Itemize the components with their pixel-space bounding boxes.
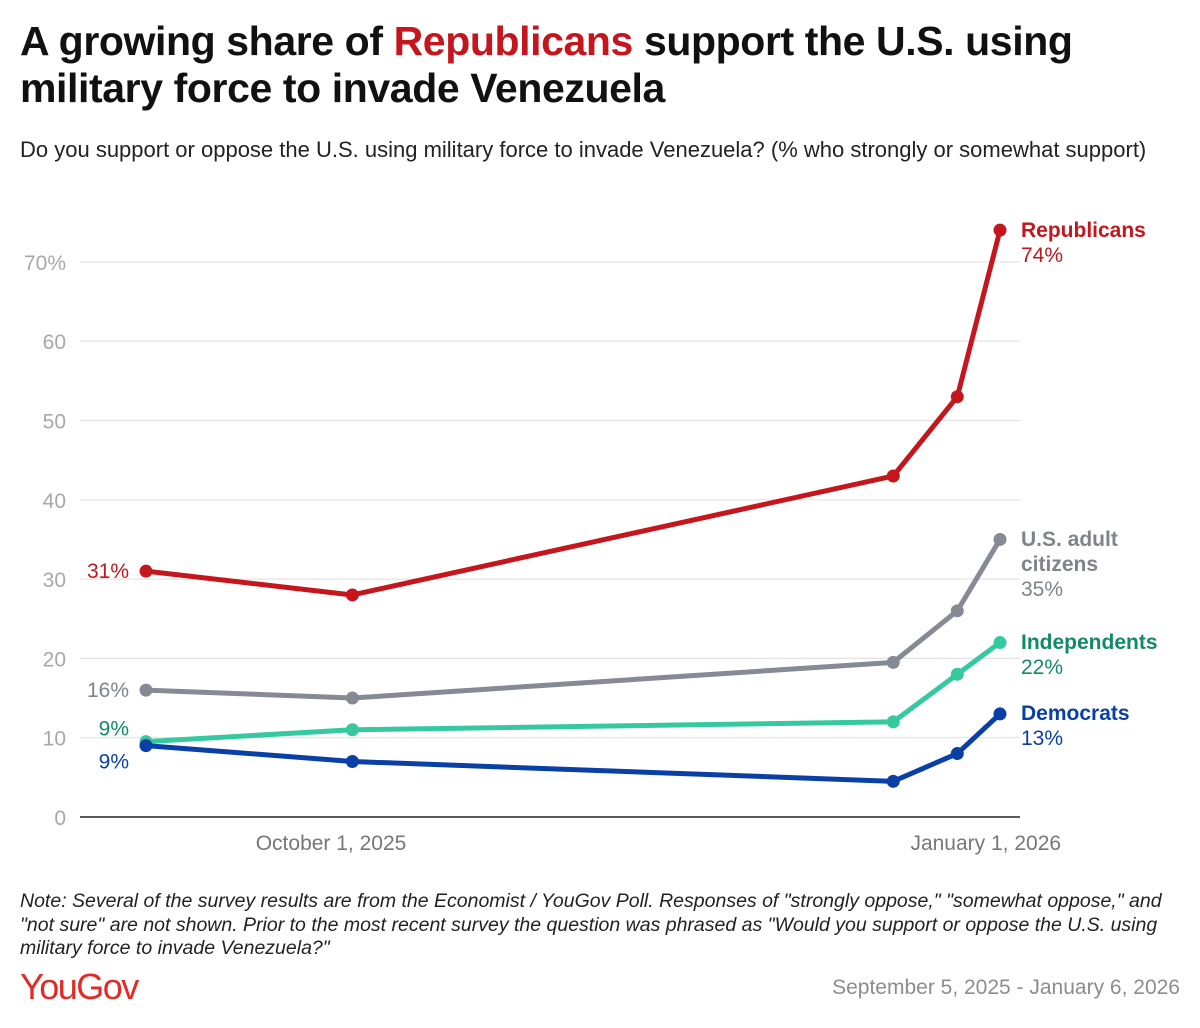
u-s-adult-citizens-point: [139, 683, 153, 697]
u-s-adult-citizens-point: [950, 604, 964, 618]
y-tick-label: 30: [43, 569, 66, 592]
democrats-point: [993, 707, 1007, 721]
republicans-point: [886, 469, 900, 483]
yougov-logo: YouGov: [20, 966, 139, 1007]
y-tick-label: 10: [43, 728, 66, 751]
democrats-series-name: Democrats: [1021, 702, 1130, 725]
democrats-start-label: 9%: [99, 751, 129, 774]
democrats-point: [139, 739, 153, 753]
republicans-line: [143, 227, 1003, 598]
u-s-adult-citizens-series-name-line: citizens: [1021, 553, 1098, 576]
y-tick-label: 20: [43, 648, 66, 671]
independents-point: [993, 636, 1007, 650]
independents-point: [345, 723, 359, 737]
u-s-adult-citizens-series-name: U.S. adult citizens: [1021, 528, 1118, 576]
footnote: Note: Several of the survey results are …: [20, 890, 1162, 959]
democrats-end-value: 13%: [1021, 727, 1063, 750]
republicans-point: [950, 390, 964, 404]
u-s-adult-citizens-point: [886, 655, 900, 669]
republicans-point: [139, 564, 153, 578]
u-s-adult-citizens-point: [345, 691, 359, 705]
republicans-start-label: 31%: [87, 560, 129, 583]
chart-title: A growing share of Republicans support t…: [20, 18, 1185, 112]
u-s-adult-citizens-end-value: 35%: [1021, 578, 1063, 601]
independents-start-label: 9%: [99, 718, 129, 741]
x-tick-label: October 1, 2025: [256, 832, 407, 855]
independents-line: [143, 640, 1003, 745]
independents-end-value: 22%: [1021, 656, 1063, 679]
u-s-adult-citizens-start-label: 16%: [87, 679, 129, 702]
y-tick-label: 70%: [24, 252, 66, 275]
democrats-point: [950, 747, 964, 761]
democrats-point: [886, 774, 900, 788]
title-prefix: A growing share of: [20, 18, 394, 64]
republicans-series-name: Republicans: [1021, 219, 1146, 242]
independents-point: [886, 715, 900, 729]
y-tick-label: 0: [54, 807, 66, 830]
republicans-series-name-line: Republicans: [1021, 219, 1146, 242]
democrats-series-name-line: Democrats: [1021, 702, 1130, 725]
y-tick-label: 50: [43, 411, 66, 434]
independents-point: [950, 667, 964, 681]
y-tick-label: 40: [43, 490, 66, 513]
chart-subtitle: Do you support or oppose the U.S. using …: [20, 137, 1147, 162]
u-s-adult-citizens-point: [993, 532, 1007, 546]
independents-series-name-line: Independents: [1021, 631, 1158, 654]
title-suffix: support the U.S. using military force to…: [20, 18, 1073, 111]
date-range: September 5, 2025 - January 6, 2026: [832, 976, 1180, 999]
y-tick-label: 60: [43, 331, 66, 354]
republicans-point: [993, 223, 1007, 237]
democrats-point: [345, 754, 359, 768]
x-tick-label: January 1, 2026: [910, 832, 1061, 855]
independents-series-name: Independents: [1021, 631, 1158, 654]
title-highlight: Republicans: [393, 18, 634, 64]
u-s-adult-citizens-series-name-line: U.S. adult: [1021, 528, 1118, 551]
republicans-end-value: 74%: [1021, 244, 1063, 267]
u-s-adult-citizens-line: [143, 536, 1003, 701]
republicans-point: [345, 588, 359, 602]
